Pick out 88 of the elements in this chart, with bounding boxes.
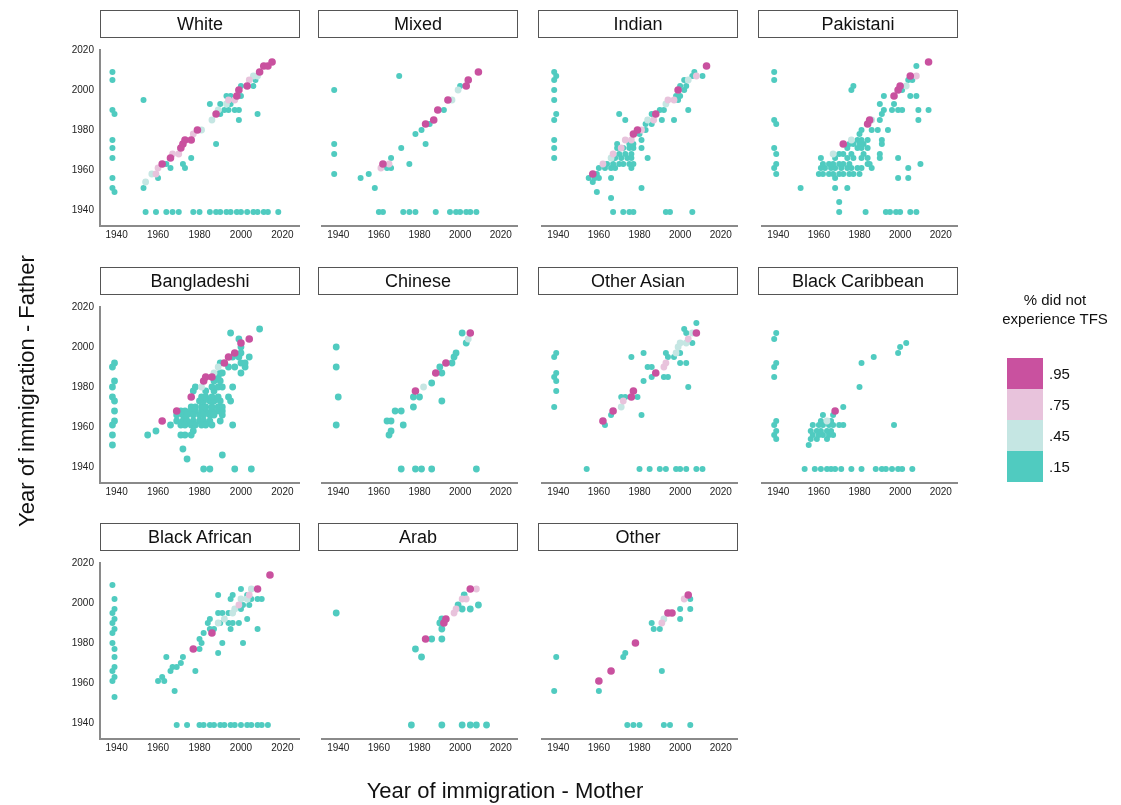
x-tick-label: 2000 bbox=[229, 228, 253, 240]
x-tick-label: 2020 bbox=[929, 485, 953, 497]
chart-title: Black African bbox=[100, 523, 300, 551]
chart-title: Indian bbox=[538, 10, 738, 38]
x-tick-label: 1940 bbox=[547, 228, 570, 240]
y-tick-label: 1980 bbox=[71, 636, 95, 648]
chart-title: Arab bbox=[318, 523, 518, 551]
chart-title: Pakistani bbox=[758, 10, 958, 38]
x-tick-label: 1980 bbox=[848, 228, 872, 240]
y-tick-label: 1960 bbox=[71, 420, 95, 432]
y-axis-title: Year of immigration - Father bbox=[14, 254, 40, 529]
y-tick-label: 2020 bbox=[71, 300, 95, 312]
x-tick-label: 1980 bbox=[628, 485, 652, 497]
x-tick-label: 1980 bbox=[188, 485, 212, 497]
x-tick-label: 1940 bbox=[547, 741, 570, 753]
x-tick-label: 1940 bbox=[547, 485, 570, 497]
x-tick-label: 1960 bbox=[807, 485, 831, 497]
y-tick-label: 1980 bbox=[71, 123, 95, 135]
legend-title: % did not experience TFS bbox=[1001, 290, 1109, 328]
x-tick-label: 2000 bbox=[889, 228, 912, 240]
x-tick-label: 2020 bbox=[709, 485, 733, 497]
x-tick-label: 2000 bbox=[449, 741, 472, 753]
y-tick-label: 2000 bbox=[71, 596, 95, 608]
x-tick-label: 1940 bbox=[327, 741, 350, 753]
x-tick-label: 2000 bbox=[229, 485, 253, 497]
x-tick-label: 1980 bbox=[408, 485, 432, 497]
x-tick-label: 1980 bbox=[188, 741, 212, 753]
y-tick-label: 1940 bbox=[71, 460, 95, 472]
y-tick-label: 1960 bbox=[71, 163, 95, 175]
y-tick-label: 1960 bbox=[71, 676, 95, 688]
legend-label: .75 bbox=[1049, 396, 1070, 413]
x-tick-label: 2020 bbox=[271, 485, 294, 497]
chart-title: Bangladeshi bbox=[100, 267, 300, 295]
y-tick-label: 1940 bbox=[71, 203, 95, 215]
x-tick-label: 1980 bbox=[408, 228, 432, 240]
x-tick-label: 2000 bbox=[669, 741, 692, 753]
x-tick-label: 1940 bbox=[105, 228, 129, 240]
chart-title: Mixed bbox=[318, 10, 518, 38]
x-tick-label: 2000 bbox=[669, 485, 692, 497]
legend-label: .45 bbox=[1049, 427, 1070, 444]
x-tick-label: 2000 bbox=[229, 741, 253, 753]
x-tick-label: 1960 bbox=[367, 485, 391, 497]
x-tick-label: 2020 bbox=[709, 741, 733, 753]
x-tick-label: 1940 bbox=[767, 485, 790, 497]
x-tick-label: 1940 bbox=[105, 741, 129, 753]
x-tick-label: 1940 bbox=[105, 485, 129, 497]
x-tick-label: 1980 bbox=[408, 741, 432, 753]
y-tick-label: 1940 bbox=[71, 716, 95, 728]
x-tick-label: 2020 bbox=[709, 228, 733, 240]
x-axis-title: Year of immigration - Mother bbox=[365, 778, 645, 804]
x-tick-label: 1940 bbox=[767, 228, 790, 240]
x-tick-label: 1960 bbox=[587, 741, 611, 753]
x-tick-label: 2000 bbox=[449, 485, 472, 497]
x-tick-label: 2020 bbox=[489, 228, 513, 240]
x-tick-label: 2000 bbox=[449, 228, 472, 240]
legend-label: .15 bbox=[1049, 458, 1070, 475]
x-tick-label: 2020 bbox=[489, 485, 513, 497]
legend-label: .95 bbox=[1049, 365, 1070, 382]
chart-title: White bbox=[100, 10, 300, 38]
x-tick-label: 1980 bbox=[628, 228, 652, 240]
x-tick-label: 1980 bbox=[188, 228, 212, 240]
y-tick-label: 2020 bbox=[71, 43, 95, 55]
x-tick-label: 2020 bbox=[489, 741, 513, 753]
x-tick-label: 2000 bbox=[669, 228, 692, 240]
x-tick-label: 1960 bbox=[587, 485, 611, 497]
chart-title: Other bbox=[538, 523, 738, 551]
x-tick-label: 2020 bbox=[929, 228, 953, 240]
y-tick-label: 2000 bbox=[71, 340, 95, 352]
x-tick-label: 2020 bbox=[271, 741, 294, 753]
x-tick-label: 1980 bbox=[628, 741, 652, 753]
x-tick-label: 1980 bbox=[848, 485, 872, 497]
x-tick-label: 1960 bbox=[367, 741, 391, 753]
y-tick-label: 2020 bbox=[71, 556, 95, 568]
x-tick-label: 1960 bbox=[146, 741, 170, 753]
x-tick-label: 2020 bbox=[271, 228, 294, 240]
x-tick-label: 1960 bbox=[807, 228, 831, 240]
x-tick-label: 1960 bbox=[367, 228, 391, 240]
y-tick-label: 2000 bbox=[71, 83, 95, 95]
x-tick-label: 1960 bbox=[146, 485, 170, 497]
x-tick-label: 2000 bbox=[889, 485, 912, 497]
y-tick-label: 1980 bbox=[71, 380, 95, 392]
chart-title: Black Caribbean bbox=[758, 267, 958, 295]
chart-title: Chinese bbox=[318, 267, 518, 295]
x-tick-label: 1960 bbox=[146, 228, 170, 240]
x-tick-label: 1940 bbox=[327, 228, 350, 240]
x-tick-label: 1940 bbox=[327, 485, 350, 497]
chart-title: Other Asian bbox=[538, 267, 738, 295]
x-tick-label: 1960 bbox=[587, 228, 611, 240]
